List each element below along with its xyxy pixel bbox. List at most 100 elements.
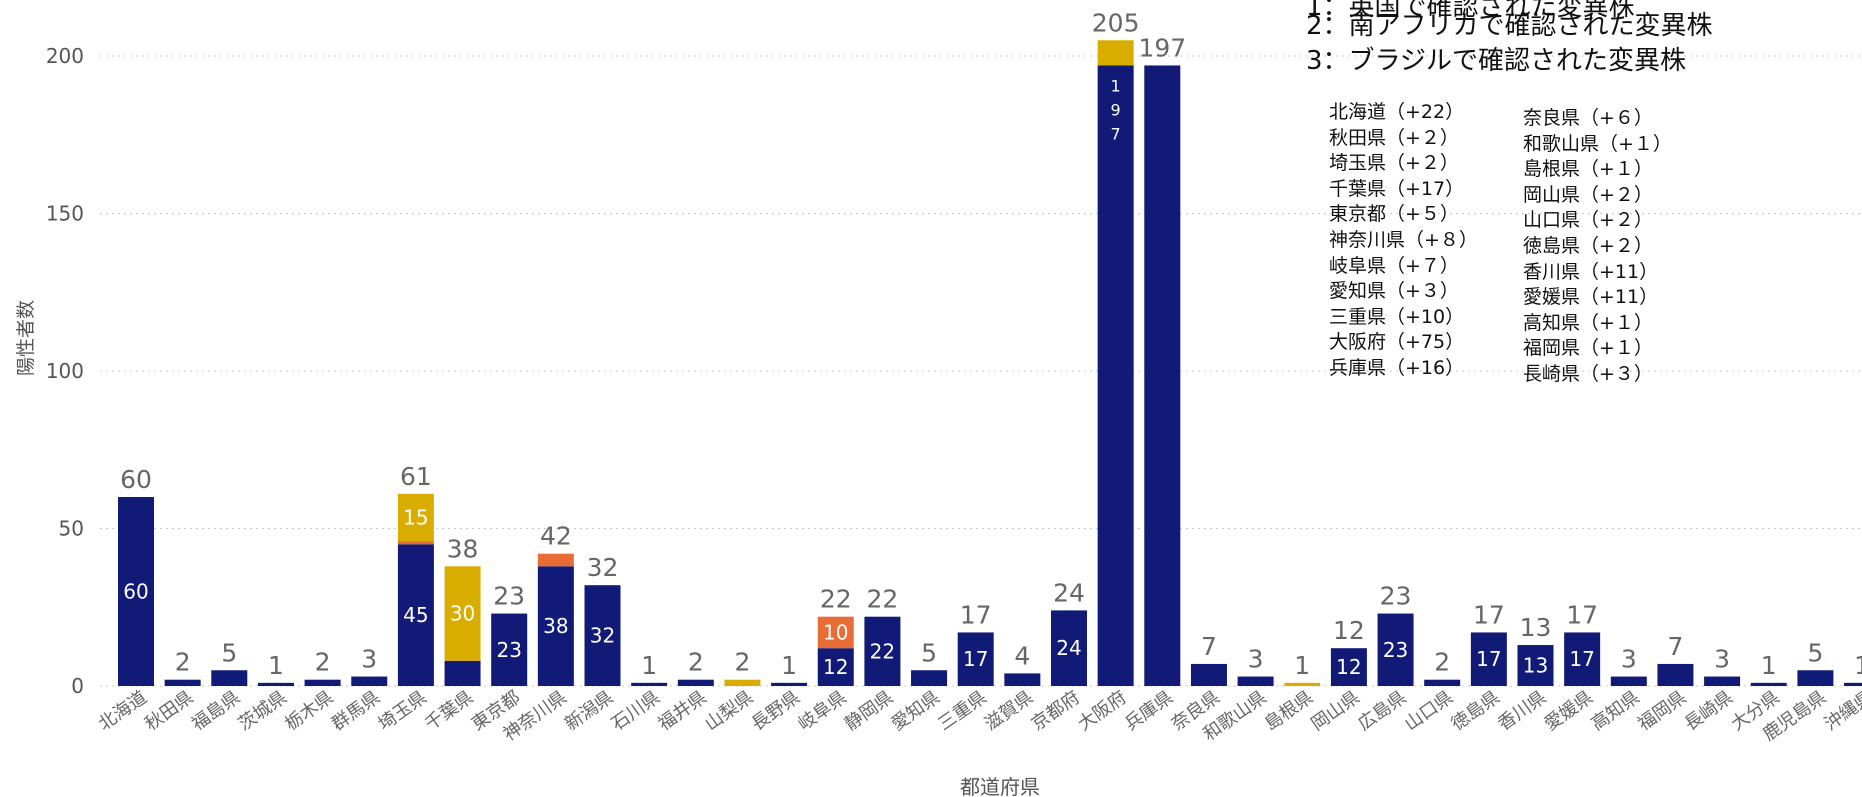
legend-line-uk: 1：英国で確認された変異株 <box>1306 0 1635 22</box>
total-label: 17 <box>1473 600 1505 629</box>
segment-label: 23 <box>1383 638 1408 662</box>
x-tick-label: 大阪府 <box>1074 687 1130 735</box>
bar-segment <box>1704 676 1741 686</box>
bar-segment <box>1564 632 1601 686</box>
segment-label: 17 <box>963 647 988 671</box>
y-tick-label: 0 <box>71 674 84 698</box>
bar-segment <box>397 544 434 686</box>
x-tick-label: 北海道 <box>95 687 151 735</box>
bar-segment <box>724 679 761 686</box>
x-tick-label: 岡山県 <box>1307 687 1363 735</box>
x-tick-label: 兵庫県 <box>1121 687 1177 735</box>
note-item: 千葉県（+17） <box>1329 177 1465 200</box>
y-tick-label: 150 <box>46 202 84 226</box>
bar-segment <box>1097 40 1134 66</box>
bar-segment <box>1844 682 1862 686</box>
total-label: 24 <box>1053 578 1085 607</box>
bar-segment <box>1097 65 1134 686</box>
bar-segment <box>1051 610 1087 686</box>
x-tick-label: 福岡県 <box>1634 687 1690 735</box>
note-item: 秋田県（+２） <box>1329 126 1459 149</box>
legend-line-brazil: 3：ブラジルで確認された変異株 <box>1306 46 1687 76</box>
x-tick-label: 香川県 <box>1494 687 1550 735</box>
x-axis-label: 都道府県 <box>960 775 1040 797</box>
x-tick-label: 秋田県 <box>141 687 197 735</box>
total-label: 2 <box>315 648 331 677</box>
total-label: 23 <box>1380 582 1412 611</box>
legend-line-south-africa: 2：南アフリカで確認された変異株 <box>1306 11 1713 41</box>
bar-segment <box>537 566 574 686</box>
x-axis-ticks: 北海道秋田県福島県茨城県栃木県群馬県埼玉県千葉県東京都神奈川県新潟県石川県福井県… <box>95 687 1862 745</box>
x-tick-label: 京都府 <box>1028 687 1084 735</box>
note-item: 福岡県（+１） <box>1523 337 1653 360</box>
bar-segment <box>677 679 714 686</box>
total-label: 4 <box>1014 641 1030 670</box>
x-tick-label: 愛媛県 <box>1541 687 1597 735</box>
segment-label: 23 <box>496 638 521 662</box>
note-item: 和歌山県（+１） <box>1523 132 1672 155</box>
bar-segment <box>864 616 901 686</box>
total-label: 7 <box>1201 632 1217 661</box>
total-label: 5 <box>1807 638 1823 667</box>
bar-segment <box>1377 613 1414 686</box>
x-tick-label: 静岡県 <box>841 687 897 735</box>
bar-segment <box>817 616 854 649</box>
bar-segment <box>211 670 248 686</box>
total-label: 23 <box>493 582 525 611</box>
bar-segment <box>817 648 854 686</box>
bar-segment <box>537 553 574 567</box>
total-label: 3 <box>1621 645 1637 674</box>
note-item: 埼玉県（+２） <box>1329 152 1459 175</box>
x-tick-label: 島根県 <box>1261 687 1317 735</box>
total-label: 5 <box>221 638 237 667</box>
bar-segment <box>1004 673 1041 686</box>
note-item: 愛媛県（+11） <box>1523 286 1659 309</box>
total-label: 60 <box>120 465 152 494</box>
x-tick-label: 埼玉県 <box>374 687 430 735</box>
bar-segment <box>1284 682 1321 686</box>
total-label: 1 <box>268 651 284 680</box>
bar-segment <box>164 679 201 686</box>
note-item: 兵庫県（+16） <box>1329 356 1465 379</box>
bar-segment <box>491 613 528 686</box>
x-tick-label: 高知県 <box>1587 687 1643 735</box>
total-label: 42 <box>540 522 572 551</box>
total-label: 1 <box>1761 651 1777 680</box>
note-item: 徳島県（+２） <box>1523 234 1653 257</box>
note-item: 島根県（+１） <box>1523 158 1653 181</box>
segment-label: 17 <box>1476 647 1501 671</box>
segment-label: 15 <box>403 505 428 529</box>
x-tick-label: 徳島県 <box>1447 687 1503 735</box>
x-tick-label: 滋賀県 <box>981 687 1037 735</box>
note-item: 高知県（+１） <box>1523 311 1653 334</box>
total-label: 2 <box>175 648 191 677</box>
segment-label: 7 <box>1111 124 1121 143</box>
bars <box>118 40 1862 686</box>
total-label: 17 <box>960 600 992 629</box>
bar-segment <box>1424 679 1461 686</box>
bar-segment <box>1657 663 1694 686</box>
bar-segment <box>957 632 994 686</box>
bar-segment <box>304 679 341 686</box>
total-label: 13 <box>1520 613 1552 642</box>
x-tick-label: 福島県 <box>188 687 244 735</box>
note-item: 山口県（+２） <box>1523 209 1653 232</box>
bar-segment <box>1797 670 1834 686</box>
y-tick-label: 50 <box>59 517 84 541</box>
x-tick-label: 新潟県 <box>561 687 617 735</box>
total-label: 197 <box>1138 33 1186 62</box>
total-label: 2 <box>734 648 750 677</box>
total-label: 3 <box>1714 645 1730 674</box>
bar-segment <box>1610 676 1647 686</box>
total-label: 3 <box>1248 645 1264 674</box>
x-tick-label: 石川県 <box>608 687 664 735</box>
note-item: 神奈川県（+８） <box>1329 228 1478 251</box>
total-label: 12 <box>1333 616 1365 645</box>
note-item: 香川県（+11） <box>1523 260 1659 283</box>
segment-label: 13 <box>1523 654 1548 678</box>
x-tick-label: 三重県 <box>934 687 990 735</box>
total-label: 61 <box>400 462 432 491</box>
